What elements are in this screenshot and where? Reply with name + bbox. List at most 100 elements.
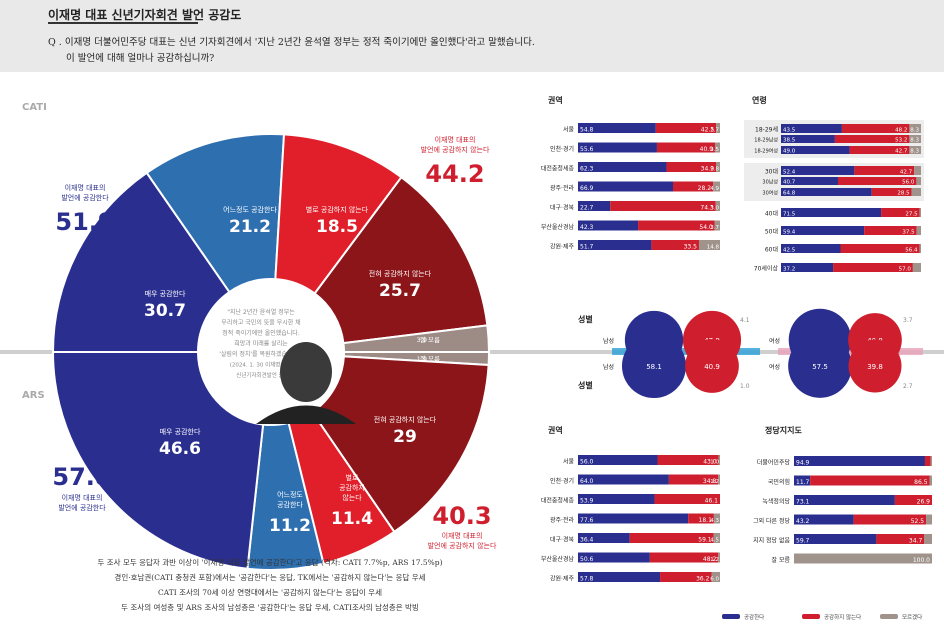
bubble-label: 여성 xyxy=(769,337,780,345)
bar-value: 6.0 xyxy=(710,577,719,583)
bar-segment xyxy=(781,244,841,253)
quote-line: 신년기자회견발언 중) xyxy=(236,371,285,379)
bar-value: 40.9 xyxy=(700,146,714,153)
bar-segment xyxy=(718,552,720,563)
bar-segment xyxy=(794,534,877,544)
bar-segment xyxy=(649,552,719,563)
gender-bubble xyxy=(788,334,852,398)
bar-value: 51.7 xyxy=(580,244,594,251)
bar-segment xyxy=(781,188,872,196)
total-label: 발언에 공감하지 않는다 xyxy=(421,145,490,154)
bar-value: 66.9 xyxy=(580,185,594,192)
slice-label: 전혀 공감하지 않는다 xyxy=(374,415,437,424)
question-line-2: 이 발언에 대해 얼마나 공감하십니까? xyxy=(66,53,215,64)
bubble-value: 40.9 xyxy=(704,363,720,371)
bar-value: 1.0 xyxy=(710,460,719,466)
bar-category: 부산울산경남 xyxy=(541,555,575,563)
bar-value: 46.1 xyxy=(705,498,719,505)
header: 이재명 대표 신년기자회견 발언 공감도 Q . 이재명 더불어민주당 대표는 … xyxy=(0,0,944,72)
bar-value: 2.8 xyxy=(710,167,719,173)
bar-value: 52.5 xyxy=(911,518,925,525)
bar-segment xyxy=(781,166,855,175)
bar-segment xyxy=(672,181,714,192)
bar-segment xyxy=(794,514,854,525)
bar-value: 1.2 xyxy=(710,479,719,485)
bar-value: 55.6 xyxy=(580,146,594,153)
bar-category: 대구·경북 xyxy=(550,204,574,212)
bar-category: 인천·경기 xyxy=(550,477,574,485)
bar-value: 8.3 xyxy=(910,149,919,155)
bar-value: 36.4 xyxy=(580,537,594,544)
bar-value: 53.9 xyxy=(580,498,594,505)
bar-segment xyxy=(810,475,930,486)
bar-category: 40대 xyxy=(765,210,778,218)
bar-value: 64.0 xyxy=(580,478,594,485)
question-line-1: Q . 이재명 더불어민주당 대표는 신년 기자회견에서 '지난 2년간 윤석열… xyxy=(48,37,535,48)
quote-line: 희망과 미래를 살리는 xyxy=(234,340,288,348)
bar-segment xyxy=(849,146,910,154)
bar-value: 26.9 xyxy=(917,499,931,506)
bar-category: 그외 다른 정당 xyxy=(753,517,790,525)
bar-value: 3.0 xyxy=(710,206,719,212)
bubble-unknown-value: 2.7 xyxy=(903,383,913,390)
slice-value: 21.2 xyxy=(229,217,271,237)
bar-segment xyxy=(781,208,882,217)
bar-value: 37.2 xyxy=(783,267,795,273)
bar-segment xyxy=(578,552,650,563)
bar-value: 28.2 xyxy=(698,185,712,192)
slice-label: 전혀 공감하지 않는다 xyxy=(369,269,432,278)
bar-value: 57.8 xyxy=(580,576,594,583)
slice-label: 매우 공감한다 xyxy=(145,289,186,298)
bar-value: 43.0 xyxy=(703,459,717,466)
bar-value: 37.5 xyxy=(902,230,915,236)
bar-value: 42.5 xyxy=(701,127,715,134)
bar-segment xyxy=(578,240,652,250)
bar-category: 18-29여성 xyxy=(754,148,778,155)
bar-category: 인천·경기 xyxy=(550,145,574,153)
bar-segment xyxy=(871,188,912,196)
bar-segment xyxy=(929,475,932,486)
bar-segment xyxy=(578,220,639,231)
bar-value: 42.3 xyxy=(580,224,594,231)
total-label: 이재명 대표의 xyxy=(62,493,103,502)
bar-segment xyxy=(713,513,720,524)
slice-label: 공감한다 xyxy=(277,500,303,509)
bar-category: 강원·제주 xyxy=(550,575,574,583)
slice-label: 잘 모름 xyxy=(420,355,440,363)
bar-segment xyxy=(837,177,917,185)
slice-value: 29 xyxy=(393,427,417,447)
bubble-unknown-value: 4.1 xyxy=(740,317,750,324)
slice-label: 공감하지 xyxy=(339,483,365,492)
bar-segment xyxy=(655,123,717,133)
note-line: 두 조사의 여성층 및 ARS 조사의 남성층은 '공감한다'는 응답 우세, … xyxy=(121,603,419,612)
bar-category: 더불어민주당 xyxy=(757,459,791,467)
bar-value: 11.7 xyxy=(796,479,810,486)
bar-segment xyxy=(919,208,921,217)
bar-value: 49.0 xyxy=(783,149,796,155)
bar-segment xyxy=(876,534,925,544)
bar-value: 42.5 xyxy=(783,248,796,254)
bar-segment xyxy=(578,162,667,172)
bar-value: 33.5 xyxy=(684,244,698,251)
legend-swatch xyxy=(802,614,820,619)
panel-title: 권역 xyxy=(548,95,563,105)
bar-category: 서울 xyxy=(563,126,575,134)
bar-segment xyxy=(914,166,921,175)
bar-value: 71.5 xyxy=(783,212,796,218)
gender-bubble xyxy=(621,333,687,399)
bar-value: 2.7 xyxy=(710,128,719,134)
bar-category: 대전충청세종 xyxy=(541,497,575,505)
quote-line: '살림의 정치'를 복원하겠습니다." xyxy=(219,350,303,358)
gender-bubble xyxy=(685,339,739,393)
bar-segment xyxy=(894,495,932,505)
slice-value: 46.6 xyxy=(159,439,201,459)
note-line: 두 조사 모두 응답자 과반 이상이 '이재명 대표 발언에 공감한다'고 응답… xyxy=(97,558,443,567)
quote-line: 정적 죽이기에만 올인했습니다. xyxy=(222,329,300,337)
bar-value: 54.8 xyxy=(580,127,594,134)
bar-segment xyxy=(840,244,920,253)
bar-category: 30여성 xyxy=(762,190,778,197)
bar-value: 3.7 xyxy=(710,225,719,231)
bar-value: 8.3 xyxy=(910,138,919,144)
bar-segment xyxy=(688,513,714,524)
